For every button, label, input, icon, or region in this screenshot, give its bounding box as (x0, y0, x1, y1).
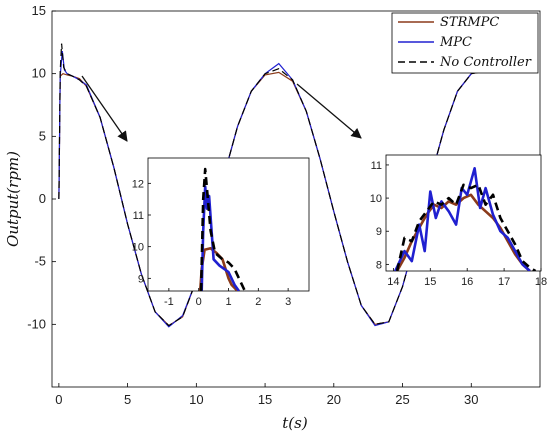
x-tick-label: 15 (258, 392, 272, 407)
inset-x-tick-label: 1 (225, 296, 231, 308)
inset-y-tick-label: 12 (132, 178, 144, 190)
y-tick-label: 15 (32, 3, 46, 18)
inset-y-tick-label: 11 (133, 210, 144, 222)
y-axis-label: Output(rpm) (4, 151, 22, 247)
inset-y-tick-label: 10 (370, 193, 382, 205)
y-tick-label: 0 (39, 191, 46, 206)
x-tick-label: 20 (327, 392, 341, 407)
inset-x-tick-label: 15 (424, 276, 436, 288)
legend-box (391, 12, 539, 74)
inset-x-tick-label: 3 (285, 296, 291, 308)
x-tick-label: 25 (395, 392, 409, 407)
zoom-arrow-left (81, 75, 128, 142)
inset-x-tick-label: 2 (255, 296, 261, 308)
legend: STRMPC MPC No Controller (391, 12, 539, 74)
inset-y-tick-label: 9 (138, 273, 144, 285)
inset-x-tick-label: 17 (498, 276, 510, 288)
inset-y-tick-label: 9 (376, 226, 382, 238)
inset-1-series-mpc (200, 185, 240, 291)
inset-plot-1 (147, 157, 310, 292)
inset-y-tick-label: 10 (132, 242, 144, 254)
x-tick-label: 30 (464, 392, 478, 407)
inset-x-tick-label: 16 (461, 276, 473, 288)
inset-x-tick-label: 14 (387, 276, 399, 288)
zoom-arrow-right (296, 83, 362, 139)
y-tick-label: -10 (27, 316, 46, 331)
legend-label-strmpc: STRMPC (440, 15, 499, 30)
y-tick-label: 5 (39, 128, 46, 143)
y-tick-label: 10 (32, 66, 46, 81)
inset-x-tick-label: 18 (535, 276, 547, 288)
inset-x-tick-label: 0 (196, 296, 202, 308)
x-tick-label: 10 (189, 392, 203, 407)
inset-1-series-no-controller (199, 167, 247, 291)
legend-label-no-controller: No Controller (439, 55, 532, 70)
x-tick-label: 5 (124, 392, 131, 407)
inset-y-tick-label: 8 (376, 259, 382, 271)
y-tick-label: -5 (34, 254, 46, 269)
inset-2-series-no-controller (395, 183, 537, 271)
inset-y-tick-label: 11 (371, 160, 382, 172)
x-axis-label: t(s) (282, 414, 308, 432)
inset-x-tick-label: -1 (164, 296, 174, 308)
legend-label-mpc: MPC (439, 35, 472, 50)
x-tick-label: 0 (55, 392, 62, 407)
